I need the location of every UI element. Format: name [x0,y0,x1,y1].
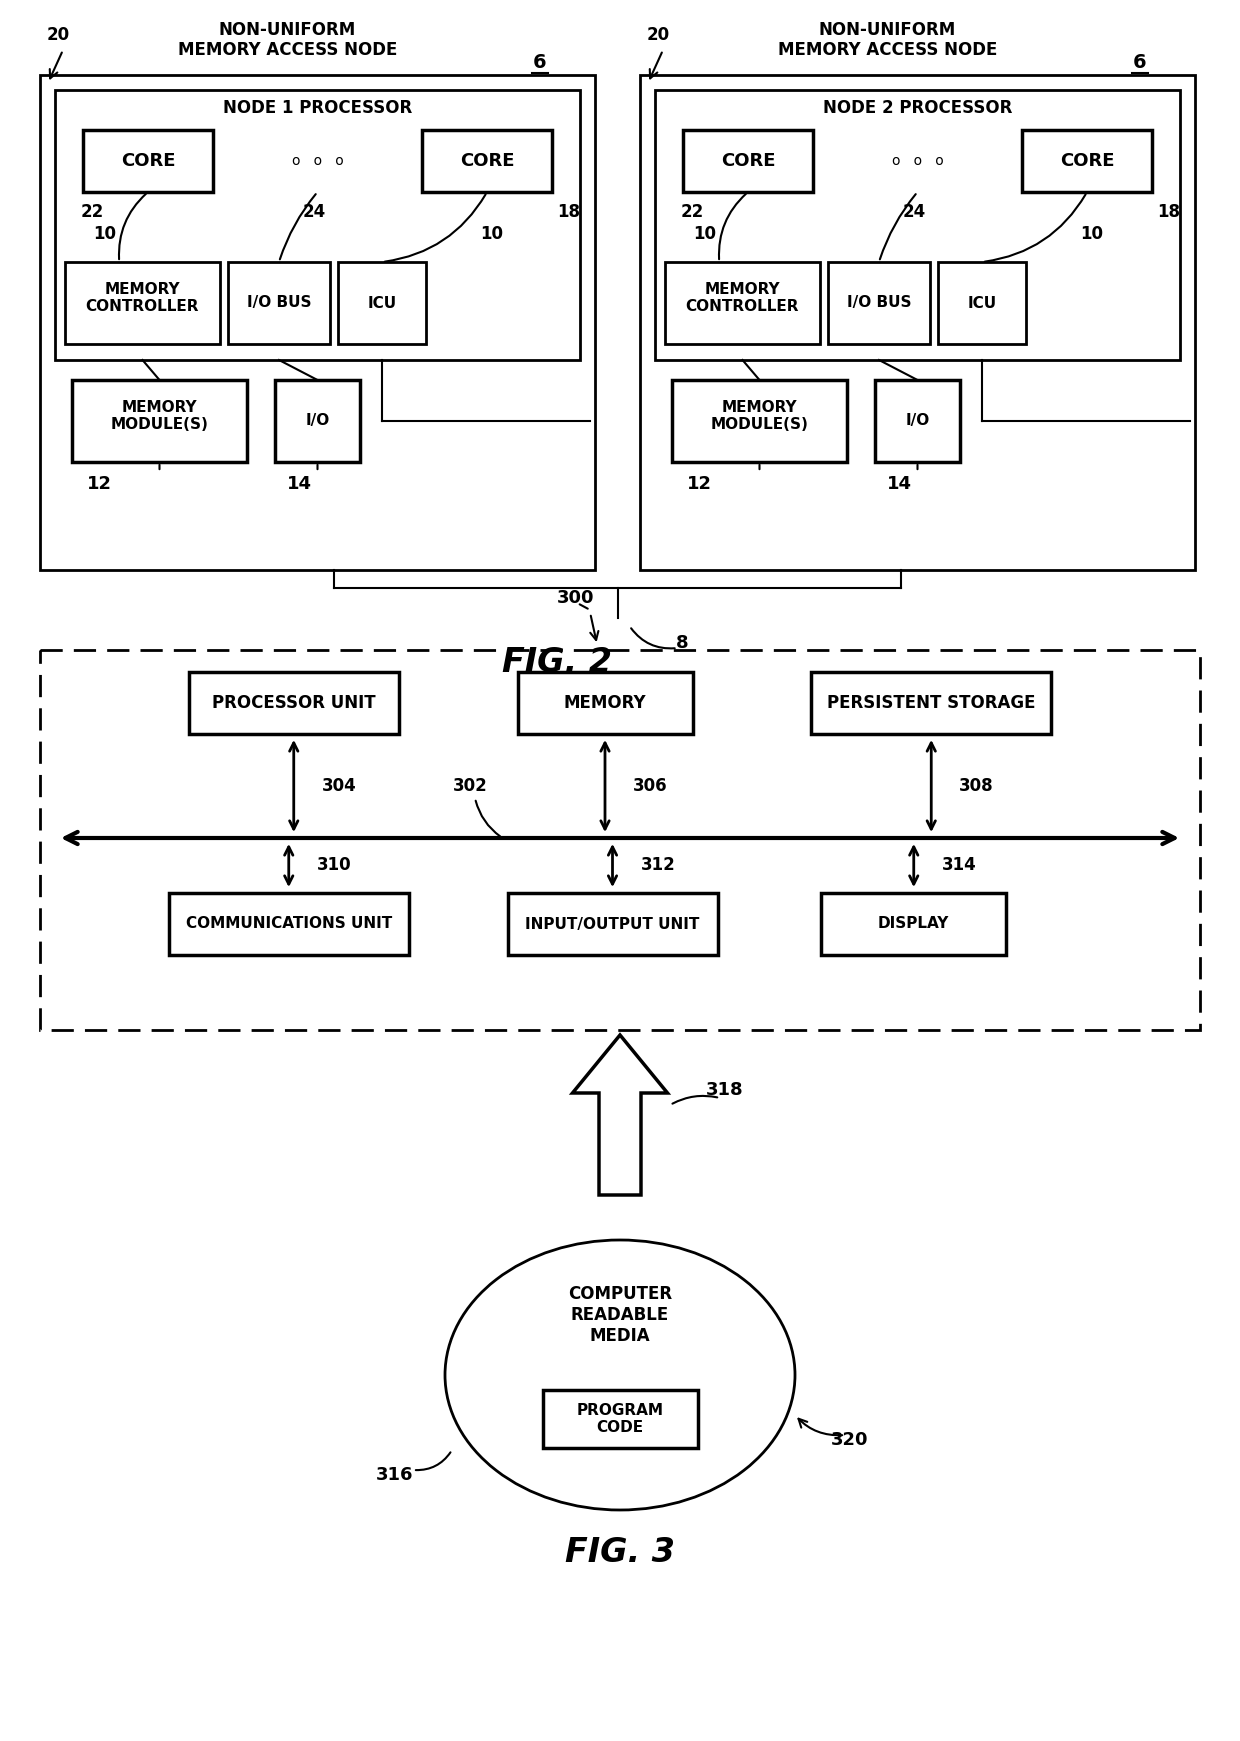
Text: MEMORY
MODULE(S): MEMORY MODULE(S) [711,400,808,432]
Text: 18: 18 [557,204,580,221]
Bar [275,380,360,461]
Text: 6: 6 [1133,54,1147,73]
Text: 12: 12 [687,475,712,493]
Text: COMPUTER
READABLE
MEDIA: COMPUTER READABLE MEDIA [568,1285,672,1344]
Bar [40,649,1200,1031]
Text: 318: 318 [707,1081,744,1099]
Text: 304: 304 [321,776,357,796]
Text: CORE: CORE [720,151,775,171]
Bar [517,672,692,735]
Text: 306: 306 [632,776,667,796]
Bar [169,893,409,956]
Text: 18: 18 [1157,204,1180,221]
Bar [821,893,1006,956]
Text: 10: 10 [481,225,503,244]
Text: 22: 22 [681,204,704,221]
Bar [55,91,580,360]
Bar [811,672,1052,735]
Text: 8: 8 [676,634,688,651]
Text: 300: 300 [557,588,594,608]
Text: NODE 1 PROCESSOR: NODE 1 PROCESSOR [223,99,412,117]
Bar [640,75,1195,569]
Text: 312: 312 [641,857,676,874]
Bar [188,672,399,735]
Bar [64,261,219,345]
Text: I/O: I/O [905,414,930,428]
Bar [507,893,718,956]
Text: CORE: CORE [460,151,515,171]
Text: 20: 20 [646,26,670,44]
Text: MEMORY
MODULE(S): MEMORY MODULE(S) [110,400,208,432]
Text: NON-UNIFORM
MEMORY ACCESS NODE: NON-UNIFORM MEMORY ACCESS NODE [177,21,397,59]
Bar [339,261,427,345]
Text: 22: 22 [81,204,104,221]
Text: MEMORY: MEMORY [564,695,646,712]
Text: 10: 10 [93,225,117,244]
Text: PROGRAM
CODE: PROGRAM CODE [577,1403,663,1435]
Text: 6: 6 [533,54,547,73]
Text: NON-UNIFORM
MEMORY ACCESS NODE: NON-UNIFORM MEMORY ACCESS NODE [777,21,997,59]
Bar [228,261,330,345]
Text: FIG. 3: FIG. 3 [565,1537,675,1569]
Bar [655,91,1180,360]
Text: I/O: I/O [305,414,330,428]
Text: I/O BUS: I/O BUS [847,296,911,310]
Text: ICU: ICU [367,296,397,310]
Text: o   o   o: o o o [892,153,944,167]
Text: 12: 12 [87,475,112,493]
Bar [828,261,930,345]
Text: 14: 14 [887,475,911,493]
Text: ICU: ICU [967,296,997,310]
Bar [665,261,820,345]
Text: 308: 308 [960,776,994,796]
Bar [72,380,247,461]
Bar [40,75,595,569]
Text: 320: 320 [831,1431,869,1449]
Text: 24: 24 [903,204,926,221]
Text: CORE: CORE [1060,151,1115,171]
Bar [875,380,960,461]
Text: 20: 20 [46,26,69,44]
Text: 302: 302 [453,776,487,796]
Bar [422,131,552,192]
Text: I/O BUS: I/O BUS [247,296,311,310]
Text: 310: 310 [316,857,351,874]
Bar [672,380,847,461]
Text: 10: 10 [1080,225,1104,244]
Text: PERSISTENT STORAGE: PERSISTENT STORAGE [827,695,1035,712]
Text: 14: 14 [286,475,312,493]
Bar [683,131,813,192]
Text: INPUT/OUTPUT UNIT: INPUT/OUTPUT UNIT [526,916,699,931]
Text: 24: 24 [303,204,326,221]
Text: 316: 316 [376,1466,414,1483]
Text: MEMORY
CONTROLLER: MEMORY CONTROLLER [86,282,200,313]
Text: 10: 10 [693,225,717,244]
Text: PROCESSOR UNIT: PROCESSOR UNIT [212,695,376,712]
Text: COMMUNICATIONS UNIT: COMMUNICATIONS UNIT [186,916,392,931]
Text: NODE 2 PROCESSOR: NODE 2 PROCESSOR [823,99,1012,117]
Text: o   o   o: o o o [291,153,343,167]
Text: FIG. 2: FIG. 2 [502,646,613,679]
Text: CORE: CORE [120,151,175,171]
Text: MEMORY
CONTROLLER: MEMORY CONTROLLER [686,282,800,313]
Polygon shape [573,1034,667,1194]
Bar [543,1389,697,1449]
Bar [1022,131,1152,192]
Ellipse shape [445,1240,795,1509]
Bar [83,131,213,192]
Text: 314: 314 [941,857,977,874]
Bar [937,261,1025,345]
Text: DISPLAY: DISPLAY [878,916,950,931]
